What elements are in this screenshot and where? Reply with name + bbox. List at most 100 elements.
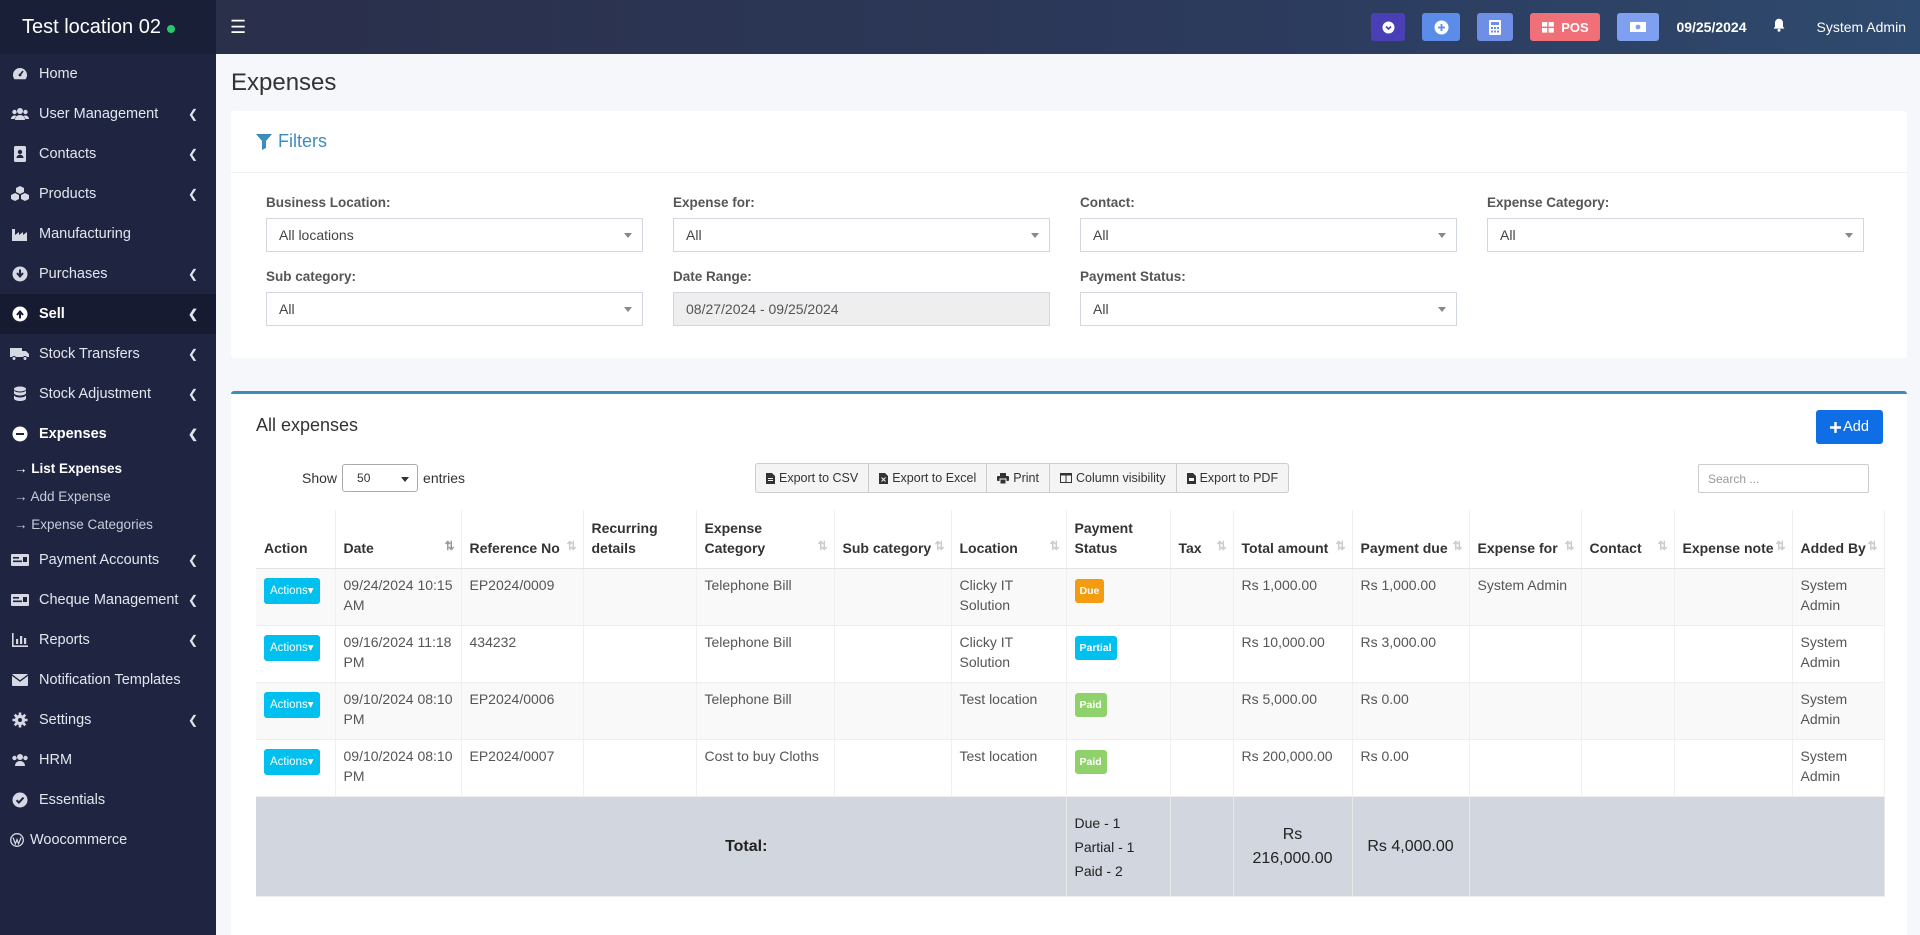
table-row: Actions▾ 09/16/2024 11:18 PM 434232 Tele… xyxy=(256,625,1885,683)
sort-icon: ⇅ xyxy=(1564,539,1575,553)
col-header-added-by[interactable]: Added By ⇅ xyxy=(1792,510,1885,569)
export-csv-button[interactable]: Export to CSV xyxy=(756,464,870,492)
sidebar-item-stock-adjustment[interactable]: Stock Adjustment ❮ xyxy=(0,374,216,414)
sidebar-item-payment-accounts[interactable]: Payment Accounts ❮ xyxy=(0,540,216,580)
sort-icon: ⇅ xyxy=(1216,539,1227,553)
address-book-icon xyxy=(10,144,30,164)
sidebar-item-hrm[interactable]: HRM xyxy=(0,740,216,780)
print-button[interactable]: Print xyxy=(987,464,1050,492)
print-label: Print xyxy=(1013,471,1039,485)
plus-circle-icon xyxy=(1434,20,1449,34)
table-search-input[interactable]: Search ... xyxy=(1698,464,1869,493)
status-badge[interactable]: Paid xyxy=(1074,693,1107,717)
sidebar-item-manufacturing[interactable]: Manufacturing xyxy=(0,214,216,254)
date-range-input[interactable]: 08/27/2024 - 09/25/2024 xyxy=(673,292,1050,326)
date-range-label: Date Range: xyxy=(673,269,752,284)
cubes-icon xyxy=(10,184,30,204)
tax-cell xyxy=(1170,682,1234,740)
sidebar-item-label: HRM xyxy=(39,752,73,768)
status-badge[interactable]: Due xyxy=(1074,579,1105,603)
hamburger-menu-icon[interactable]: ☰ xyxy=(230,16,247,37)
column-visibility-button[interactable]: Column visibility xyxy=(1050,464,1177,492)
export-pdf-button[interactable]: Export to PDF xyxy=(1177,464,1289,492)
col-header-expense-note[interactable]: Expense note ⇅ xyxy=(1674,510,1793,569)
col-header-date[interactable]: Date ⇅ xyxy=(335,510,462,569)
col-header-expense-for[interactable]: Expense for ⇅ xyxy=(1469,510,1582,569)
sidebar-item-stock-transfers[interactable]: Stock Transfers ❮ xyxy=(0,334,216,374)
envelope-icon xyxy=(10,670,30,690)
truck-icon xyxy=(10,344,30,364)
col-header-expense-category[interactable]: Expense Category ⇅ xyxy=(696,510,835,569)
user-menu[interactable]: System Admin xyxy=(1816,19,1906,35)
col-header-contact[interactable]: Contact ⇅ xyxy=(1581,510,1675,569)
industry-icon xyxy=(10,224,30,244)
business-location-select[interactable]: All locations xyxy=(266,218,643,252)
sidebar-item-reports[interactable]: Reports ❮ xyxy=(0,620,216,660)
total-status-summary: Due - 1 Partial - 1 Paid - 2 xyxy=(1066,796,1171,897)
sidebar-item-essentials[interactable]: Essentials xyxy=(0,780,216,820)
sidebar-item-user-management[interactable]: User Management ❮ xyxy=(0,94,216,134)
export-excel-button[interactable]: Export to Excel xyxy=(869,464,988,492)
actions-dropdown-button[interactable]: Actions▾ xyxy=(264,578,320,604)
payment-status-select[interactable]: All xyxy=(1080,292,1457,326)
dropdown-caret-icon xyxy=(1031,233,1039,238)
cash-register-button[interactable] xyxy=(1617,13,1660,41)
reference-cell: EP2024/0007 xyxy=(461,739,584,797)
sidebar-item-woocommerce[interactable]: Woocommerce xyxy=(0,820,216,860)
payment-status-label: Payment Status: xyxy=(1080,269,1186,284)
sort-desc-icon: ⇅ xyxy=(444,539,455,553)
calculator-button[interactable] xyxy=(1477,13,1514,41)
arrow-circle-up-icon xyxy=(10,304,30,324)
col-header-sub-category[interactable]: Sub category ⇅ xyxy=(834,510,952,569)
status-badge[interactable]: Paid xyxy=(1074,750,1107,774)
show-label: Show xyxy=(302,470,338,486)
col-header-location[interactable]: Location ⇅ xyxy=(951,510,1067,569)
sidebar-item-sell[interactable]: Sell ❮ xyxy=(0,294,216,334)
category-cell: Telephone Bill xyxy=(696,625,835,683)
sub-category-select[interactable]: All xyxy=(266,292,643,326)
pos-button[interactable]: POS xyxy=(1530,13,1601,41)
download-button[interactable] xyxy=(1371,13,1406,41)
recurring-cell xyxy=(583,625,697,683)
sidebar-item-label: User Management xyxy=(39,106,159,122)
quick-add-button[interactable] xyxy=(1422,13,1461,41)
chevron-left-icon: ❮ xyxy=(187,633,198,647)
col-header-tax[interactable]: Tax ⇅ xyxy=(1170,510,1234,569)
add-expense-button[interactable]: Add xyxy=(1816,410,1883,444)
submenu-item-add-expense[interactable]: → Add Expense xyxy=(14,488,111,504)
status-badge[interactable]: Partial xyxy=(1074,636,1117,660)
location-name: Test location 02 xyxy=(22,15,161,38)
submenu-item-expense-categories[interactable]: → Expense Categories xyxy=(14,516,153,532)
expense-for-select[interactable]: All xyxy=(673,218,1050,252)
sidebar-item-contacts[interactable]: Contacts ❮ xyxy=(0,134,216,174)
expense-category-select[interactable]: All xyxy=(1487,218,1864,252)
sidebar-item-settings[interactable]: Settings ❮ xyxy=(0,700,216,740)
contact-select[interactable]: All xyxy=(1080,218,1457,252)
tax-cell xyxy=(1170,625,1234,683)
sidebar-item-expenses[interactable]: Expenses ❮ xyxy=(0,414,216,454)
bell-icon[interactable] xyxy=(1773,18,1785,36)
chevron-left-icon: ❮ xyxy=(187,427,198,441)
sidebar-item-cheque-management[interactable]: Cheque Management ❮ xyxy=(0,580,216,620)
sidebar-item-label: Sell xyxy=(39,306,65,322)
actions-dropdown-button[interactable]: Actions▾ xyxy=(264,692,320,718)
col-header-total-amount[interactable]: Total amount ⇅ xyxy=(1233,510,1353,569)
submenu-item-list-expenses[interactable]: → List Expenses xyxy=(14,460,123,476)
sidebar-item-notification-templates[interactable]: Notification Templates xyxy=(0,660,216,700)
sidebar-item-products[interactable]: Products ❮ xyxy=(0,174,216,214)
export-pdf-label: Export to PDF xyxy=(1199,471,1279,485)
actions-dropdown-button[interactable]: Actions▾ xyxy=(264,635,320,661)
sidebar-item-home[interactable]: Home xyxy=(0,54,216,94)
col-header-payment-due[interactable]: Payment due ⇅ xyxy=(1352,510,1470,569)
users-icon xyxy=(10,104,30,124)
sidebar-item-purchases[interactable]: Purchases ❮ xyxy=(0,254,216,294)
note-cell xyxy=(1674,739,1793,797)
subcategory-cell xyxy=(834,568,952,626)
col-header-reference-no[interactable]: Reference No ⇅ xyxy=(461,510,584,569)
sidebar-item-label: Settings xyxy=(39,712,92,728)
location-brand[interactable]: Test location 02 xyxy=(0,0,216,54)
action-cell: Actions▾ xyxy=(256,568,336,626)
actions-dropdown-button[interactable]: Actions▾ xyxy=(264,749,320,775)
filters-toggle[interactable]: Filters xyxy=(231,111,1907,173)
entries-select[interactable]: 50 xyxy=(342,464,419,492)
